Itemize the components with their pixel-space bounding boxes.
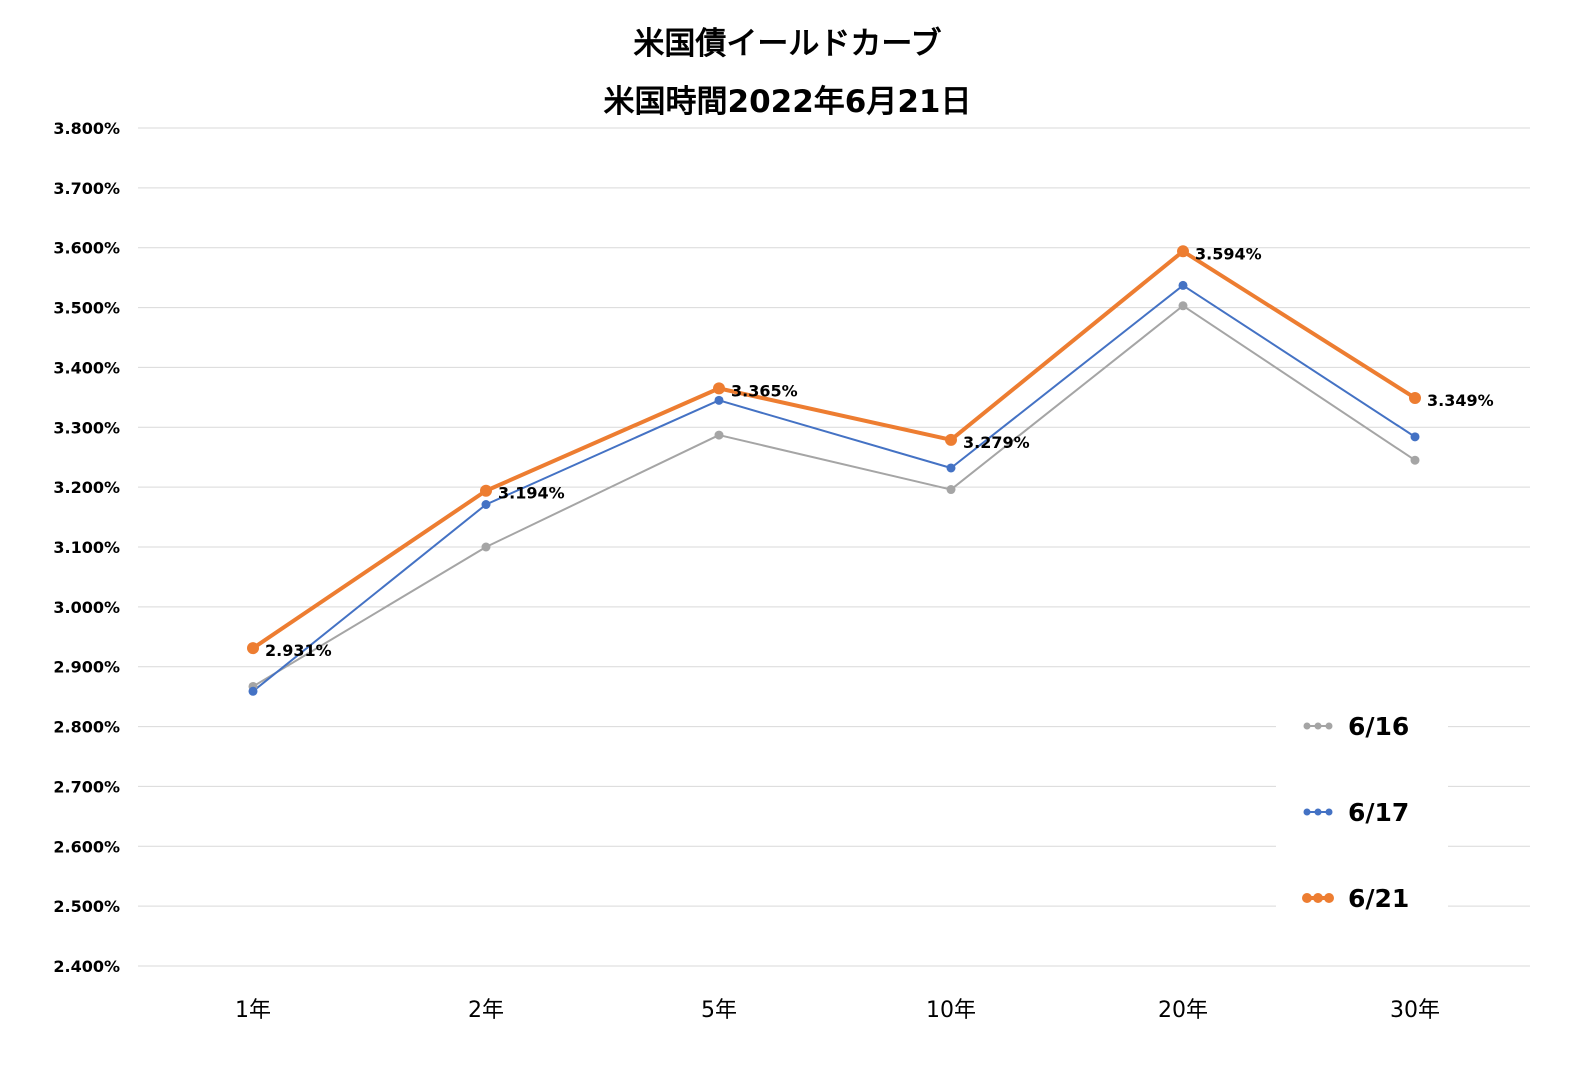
legend-marker <box>1303 722 1311 730</box>
data-point <box>714 430 724 440</box>
data-point <box>714 395 724 405</box>
y-tick-label: 3.600% <box>53 239 120 258</box>
data-point <box>480 484 492 497</box>
legend-marker <box>1324 893 1334 903</box>
data-label: 3.279% <box>963 433 1030 452</box>
y-tick-label: 3.200% <box>53 478 120 497</box>
data-point <box>481 542 491 552</box>
legend-marker <box>1325 808 1333 816</box>
data-point <box>248 686 258 696</box>
data-label: 3.349% <box>1427 391 1494 410</box>
data-label: 3.365% <box>731 381 798 400</box>
x-tick-label: 5年 <box>701 998 737 1023</box>
legend-label: 6/21 <box>1348 884 1409 913</box>
chart-subtitle: 米国時間2022年6月21日 <box>603 84 972 120</box>
y-tick-label: 2.600% <box>53 837 120 856</box>
y-tick-label: 2.500% <box>53 897 120 916</box>
data-point <box>1178 301 1188 311</box>
x-tick-label: 10年 <box>926 998 976 1023</box>
data-point <box>946 485 956 495</box>
series-line-6-21 <box>251 249 1417 650</box>
data-point <box>481 500 491 510</box>
data-point <box>1410 455 1420 465</box>
x-tick-label: 20年 <box>1158 998 1208 1023</box>
data-point <box>1410 432 1420 442</box>
legend-marker <box>1314 722 1322 730</box>
legend-marker <box>1325 722 1333 730</box>
data-label: 3.594% <box>1195 244 1262 263</box>
y-tick-label: 2.800% <box>53 718 120 737</box>
legend-marker <box>1302 893 1312 903</box>
data-point <box>1177 245 1189 258</box>
data-point <box>945 433 957 446</box>
data-label: 2.931% <box>265 641 332 660</box>
legend-marker <box>1314 808 1322 816</box>
y-tick-label: 3.100% <box>53 538 120 557</box>
data-point <box>1178 280 1188 290</box>
legend-box <box>1276 700 1448 915</box>
y-tick-label: 3.400% <box>53 358 120 377</box>
y-tick-label: 2.900% <box>53 658 120 677</box>
data-point <box>946 463 956 473</box>
x-tick-label: 2年 <box>468 998 504 1023</box>
y-tick-label: 3.500% <box>53 299 120 318</box>
x-tick-label: 1年 <box>235 998 271 1023</box>
data-point <box>713 382 725 395</box>
chart-title: 米国債イールドカーブ <box>633 26 942 62</box>
y-tick-label: 3.700% <box>53 179 120 198</box>
y-tick-label: 2.400% <box>53 957 120 976</box>
data-point <box>1409 391 1421 404</box>
data-label: 3.194% <box>498 484 565 503</box>
y-tick-label: 3.300% <box>53 418 120 437</box>
y-tick-label: 3.000% <box>53 598 120 617</box>
legend-marker <box>1303 808 1311 816</box>
legend-marker <box>1313 893 1323 903</box>
y-tick-label: 3.800% <box>53 119 120 138</box>
legend-label: 6/17 <box>1348 798 1409 827</box>
x-tick-label: 30年 <box>1390 998 1440 1023</box>
series-line-6-17 <box>252 284 1416 693</box>
legend-label: 6/16 <box>1348 712 1409 741</box>
data-point <box>247 642 259 655</box>
y-tick-label: 2.700% <box>53 777 120 796</box>
series-line-6-16 <box>252 304 1416 688</box>
